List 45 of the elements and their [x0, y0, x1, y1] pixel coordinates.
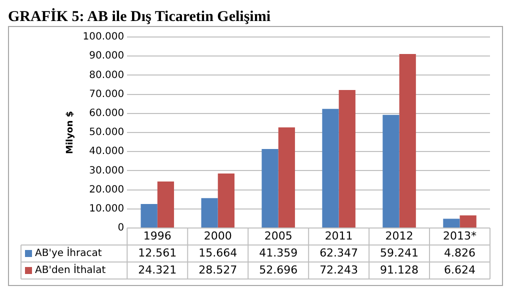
bar [443, 218, 460, 228]
data-label: 15.664 [198, 246, 238, 260]
data-label: 52.696 [259, 263, 298, 276]
bar [218, 174, 234, 228]
legend-label: AB'den İthalat [35, 263, 106, 276]
y-tick-label: 80.000 [89, 70, 124, 81]
legend-label: AB'ye İhracat [35, 246, 102, 260]
bar [157, 182, 174, 228]
y-tick-label: 90.000 [89, 50, 124, 62]
x-tick-label: 2005 [264, 229, 292, 242]
x-tick-label: 2000 [204, 229, 232, 242]
y-axis-title: Milyon $ [66, 111, 76, 154]
y-tick-label: 60.000 [89, 108, 124, 119]
data-label: 6.624 [444, 263, 476, 276]
x-tick-label: 2012 [385, 229, 414, 242]
bar [278, 127, 295, 228]
data-label: 12.561 [138, 246, 177, 260]
y-tick-label: 0 [118, 222, 124, 234]
data-label: 59.241 [380, 246, 419, 260]
bar [140, 204, 158, 228]
data-label: 24.321 [138, 263, 177, 276]
chart-title: GRAFİK 5: AB ile Dış Ticaretin Gelişimi [8, 8, 272, 26]
bar [338, 90, 356, 228]
data-label: 62.347 [320, 246, 358, 260]
bar [460, 215, 476, 228]
data-label: 72.243 [320, 263, 358, 276]
y-tick-label: 50.000 [89, 127, 124, 138]
bar [399, 54, 416, 228]
x-tick-label: 2011 [324, 229, 353, 242]
bar [262, 149, 278, 228]
data-label: 91.128 [380, 263, 419, 276]
bar [382, 114, 400, 228]
x-tick-label: 2013* [443, 229, 478, 242]
y-tick-label: 100.000 [82, 32, 124, 43]
y-tick-label: 70.000 [89, 88, 124, 100]
y-tick-label: 30.000 [89, 165, 124, 176]
bar [322, 108, 339, 228]
data-label: 4.826 [444, 246, 476, 260]
x-tick-label: 1996 [143, 229, 172, 242]
data-label: 28.527 [198, 263, 238, 276]
y-tick-label: 40.000 [89, 146, 124, 158]
bar [201, 198, 218, 228]
y-tick-label: 10.000 [89, 203, 124, 214]
y-tick-label: 20.000 [89, 184, 124, 196]
data-label: 41.359 [259, 246, 298, 260]
